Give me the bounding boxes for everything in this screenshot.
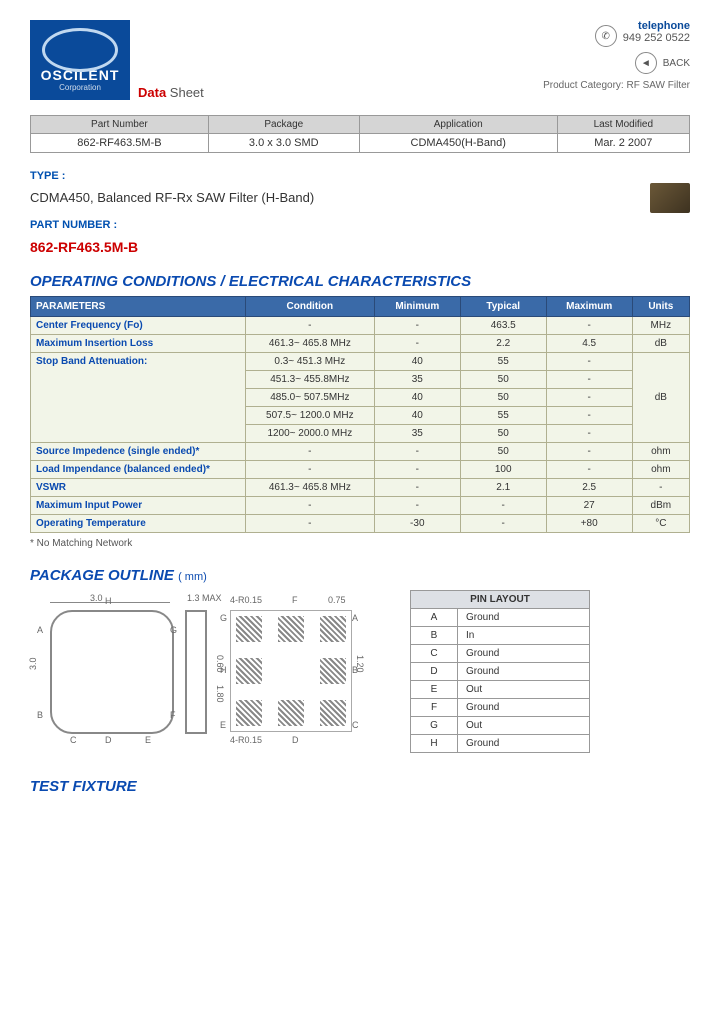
pin-title: PIN LAYOUT: [411, 591, 590, 609]
type-label: TYPE :: [30, 170, 65, 182]
info-val-modified: Mar. 2 2007: [557, 134, 689, 153]
part-number: 862-RF463.5M-B: [30, 239, 690, 255]
table-row: BIn: [411, 627, 590, 645]
chars-hdr-max: Maximum: [546, 297, 632, 317]
tel-number: 949 252 0522: [623, 32, 690, 44]
back-label[interactable]: BACK: [663, 58, 690, 69]
table-row: DGround: [411, 663, 590, 681]
logo-block: OSCILENT Corporation Data Sheet: [30, 20, 204, 100]
table-row: Center Frequency (Fo) - - 463.5 - MHz: [31, 317, 690, 335]
info-col-package: Package: [208, 116, 359, 134]
info-table: Part Number Package Application Last Mod…: [30, 115, 690, 153]
datasheet-title: Data Sheet: [138, 85, 204, 100]
chip-image: [650, 183, 690, 213]
tel-label: telephone: [623, 20, 690, 32]
partnum-label: PART NUMBER :: [30, 219, 117, 231]
info-val-partnum: 862-RF463.5M-B: [31, 134, 209, 153]
product-category: Product Category: RF SAW Filter: [543, 80, 690, 91]
table-row: Maximum Insertion Loss 461.3~ 465.8 MHz …: [31, 335, 690, 353]
chars-title: OPERATING CONDITIONS / ELECTRICAL CHARAC…: [30, 273, 690, 290]
table-row: Load Impendance (balanced ended)* - - 10…: [31, 461, 690, 479]
contact-block: ✆ telephone 949 252 0522 ◄ BACK Product …: [543, 20, 690, 91]
info-col-partnum: Part Number: [31, 116, 209, 134]
pin-layout-table: PIN LAYOUT AGround BIn CGround DGround E…: [410, 590, 590, 753]
characteristics-table: PARAMETERS Condition Minimum Typical Max…: [30, 296, 690, 533]
table-row: Operating Temperature - -30 - +80 °C: [31, 515, 690, 533]
pkg-title: PACKAGE OUTLINE ( mm): [30, 567, 690, 584]
info-val-app: CDMA450(H-Band): [359, 134, 557, 153]
info-col-modified: Last Modified: [557, 116, 689, 134]
chars-hdr-units: Units: [632, 297, 689, 317]
info-val-package: 3.0 x 3.0 SMD: [208, 134, 359, 153]
chars-note: * No Matching Network: [30, 538, 690, 549]
chars-hdr-cond: Condition: [245, 297, 374, 317]
chars-hdr-typ: Typical: [460, 297, 546, 317]
table-row: Stop Band Attenuation: 0.3~ 451.3 MHz 40…: [31, 353, 690, 371]
table-row: GOut: [411, 717, 590, 735]
package-diagram: 3.0 1.3 MAX 3.0 A B G F H C D E 4-R0.15 …: [30, 590, 390, 760]
logo: OSCILENT Corporation: [30, 20, 130, 100]
table-row: Source Impedence (single ended)* - - 50 …: [31, 443, 690, 461]
table-row: VSWR 461.3~ 465.8 MHz - 2.1 2.5 -: [31, 479, 690, 497]
back-icon[interactable]: ◄: [635, 52, 657, 74]
chars-hdr-min: Minimum: [374, 297, 460, 317]
table-row: FGround: [411, 699, 590, 717]
brand-sub: Corporation: [59, 83, 101, 92]
test-title: TEST FIXTURE: [30, 778, 690, 795]
table-row: Maximum Input Power - - - 27 dBm: [31, 497, 690, 515]
table-row: CGround: [411, 645, 590, 663]
info-col-app: Application: [359, 116, 557, 134]
chars-hdr-param: PARAMETERS: [31, 297, 246, 317]
phone-icon: ✆: [595, 25, 617, 47]
table-row: HGround: [411, 735, 590, 753]
type-text: CDMA450, Balanced RF-Rx SAW Filter (H-Ba…: [30, 190, 690, 205]
table-row: EOut: [411, 681, 590, 699]
header: OSCILENT Corporation Data Sheet ✆ teleph…: [30, 20, 690, 100]
table-row: AGround: [411, 609, 590, 627]
